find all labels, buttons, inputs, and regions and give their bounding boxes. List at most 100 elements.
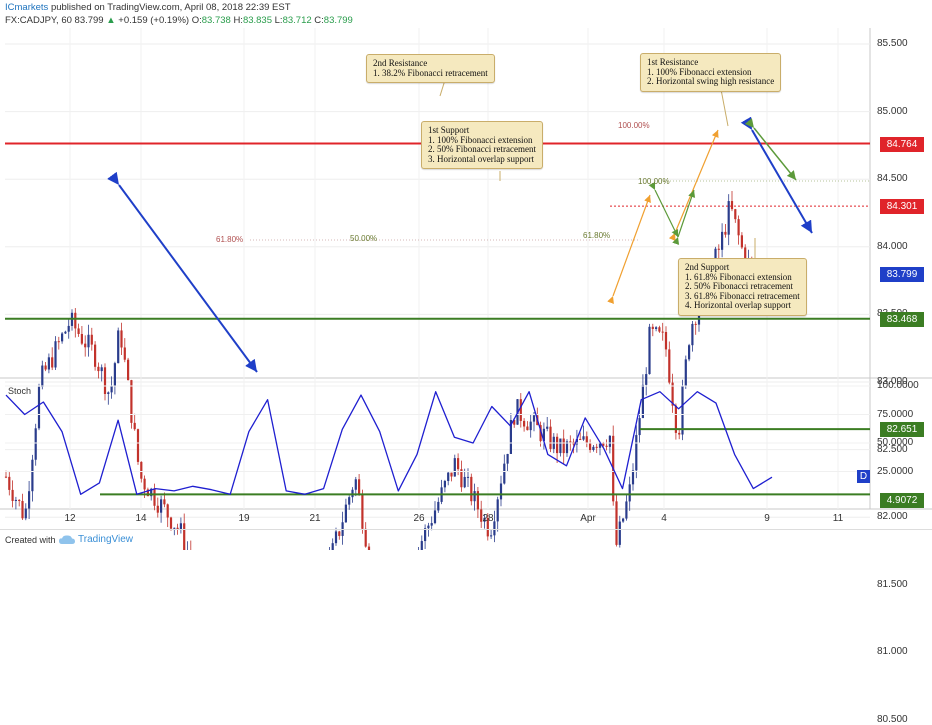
chart-header: ICmarkets published on TradingView.com, … bbox=[0, 0, 932, 28]
stoch-marker[interactable]: D bbox=[857, 470, 870, 483]
candle-body bbox=[173, 527, 176, 529]
callout-line: 1. 61.8% Fibonacci extension bbox=[685, 271, 792, 282]
candle-body bbox=[493, 521, 496, 536]
fib-label-61-8-right: 61.80% bbox=[583, 231, 611, 240]
candle-body bbox=[54, 341, 57, 368]
callout-line: 4. Horizontal overlap support bbox=[685, 300, 791, 310]
candle-body bbox=[608, 435, 611, 447]
candle-body bbox=[721, 231, 724, 250]
candle-body bbox=[51, 357, 54, 368]
candle-body bbox=[64, 331, 67, 334]
candle-body bbox=[169, 517, 173, 529]
candle-body bbox=[509, 420, 512, 454]
candle-body bbox=[674, 405, 677, 433]
candle-body bbox=[622, 518, 625, 522]
callout-line: 2. Horizontal swing high resistance bbox=[647, 76, 775, 86]
candle-body bbox=[156, 505, 159, 513]
candle-body bbox=[661, 331, 664, 333]
candle-body bbox=[457, 458, 460, 470]
callout-second-support[interactable]: 2nd Support 1. 61.8% Fibonacci extension… bbox=[678, 258, 807, 316]
candle-body bbox=[8, 476, 11, 490]
candle-body bbox=[694, 323, 697, 325]
candle-body bbox=[506, 453, 509, 464]
candle-body bbox=[499, 483, 503, 500]
close-label: C: bbox=[314, 15, 324, 26]
price-tick-label: 85.000 bbox=[877, 105, 908, 117]
candle-body bbox=[625, 501, 628, 519]
candle-body bbox=[638, 418, 641, 436]
candle-body bbox=[61, 333, 64, 342]
candle-body bbox=[562, 438, 565, 454]
candle-body bbox=[44, 365, 47, 370]
published-text: published on TradingView.com, April 08, … bbox=[50, 2, 291, 13]
candle-body bbox=[120, 330, 123, 348]
stoch-tick-label: 25.0000 bbox=[877, 465, 914, 477]
low-value: 83.712 bbox=[282, 15, 312, 26]
candle-body bbox=[717, 248, 720, 250]
candle-body bbox=[648, 326, 651, 375]
price-tag-label: 83.799 bbox=[880, 266, 924, 282]
candle-body bbox=[57, 341, 60, 343]
candle-body bbox=[77, 328, 80, 334]
up-arrow-icon: ▲ bbox=[106, 15, 116, 26]
price-chart[interactable] bbox=[0, 0, 932, 550]
candle-body bbox=[681, 385, 684, 435]
candle-body bbox=[113, 363, 116, 386]
candle-body bbox=[176, 527, 179, 529]
candle-body bbox=[338, 531, 341, 536]
candle-body bbox=[361, 494, 364, 529]
callout-line: 2. 50% Fibonacci retracement bbox=[428, 144, 536, 154]
candle-body bbox=[476, 491, 479, 510]
symbol-label[interactable]: FX:CADJPY, 60 bbox=[5, 15, 72, 26]
fib-label-50: 50.00% bbox=[350, 234, 378, 243]
candle-body bbox=[470, 476, 473, 502]
candle-body bbox=[4, 476, 8, 478]
callout-title: 2nd Resistance bbox=[373, 58, 428, 68]
callout-first-resistance[interactable]: 1st Resistance 1. 100% Fibonacci extensi… bbox=[640, 53, 782, 92]
candle-body bbox=[94, 344, 97, 367]
time-tick-label: 4 bbox=[661, 513, 667, 524]
candle-body bbox=[90, 334, 93, 345]
callout-first-support[interactable]: 1st Support 1. 100% Fibonacci extension … bbox=[421, 121, 543, 169]
candle-body bbox=[688, 345, 691, 360]
candle-body bbox=[133, 422, 136, 430]
candle-body bbox=[14, 499, 17, 501]
candle-body bbox=[74, 312, 77, 329]
candle-body bbox=[585, 436, 588, 444]
candle-body bbox=[556, 436, 559, 454]
candle-body bbox=[684, 359, 687, 386]
candle-body bbox=[714, 248, 717, 266]
tradingview-link[interactable]: TradingView bbox=[78, 534, 134, 545]
candle-body bbox=[569, 441, 572, 443]
candle-body bbox=[364, 528, 367, 547]
candle-body bbox=[160, 499, 163, 513]
candle-body bbox=[697, 307, 701, 325]
stoch-tick-label: 50.0000 bbox=[877, 437, 914, 448]
price-tag-label: 84.301 bbox=[880, 199, 924, 215]
candle-body bbox=[559, 438, 562, 454]
candle-body bbox=[127, 359, 130, 381]
open-value: 83.738 bbox=[201, 15, 231, 26]
candle-body bbox=[635, 435, 638, 471]
candle-body bbox=[671, 382, 674, 406]
publisher-name[interactable]: ICmarkets bbox=[5, 2, 49, 13]
candle-body bbox=[367, 546, 371, 550]
candle-body bbox=[466, 476, 470, 478]
candle-body bbox=[153, 488, 156, 506]
callout-line: 1. 100% Fibonacci extension bbox=[428, 134, 533, 145]
callout-second-resistance[interactable]: 2nd Resistance 1. 38.2% Fibonacci retrac… bbox=[366, 54, 495, 83]
created-with-text: Created with bbox=[5, 535, 56, 545]
candle-body bbox=[37, 386, 41, 429]
price-tick-label: 84.500 bbox=[877, 173, 908, 185]
candle-body bbox=[678, 432, 681, 435]
candle-body bbox=[575, 438, 578, 445]
price-tick-label: 81.000 bbox=[877, 646, 908, 658]
high-label: H: bbox=[233, 15, 243, 26]
candle-body bbox=[727, 201, 730, 235]
time-tick-label: 9 bbox=[764, 513, 770, 524]
candle-body bbox=[579, 438, 582, 440]
candle-body bbox=[80, 333, 83, 344]
candle-body bbox=[549, 426, 552, 449]
candle-body bbox=[424, 528, 427, 542]
candle-body bbox=[496, 499, 499, 522]
